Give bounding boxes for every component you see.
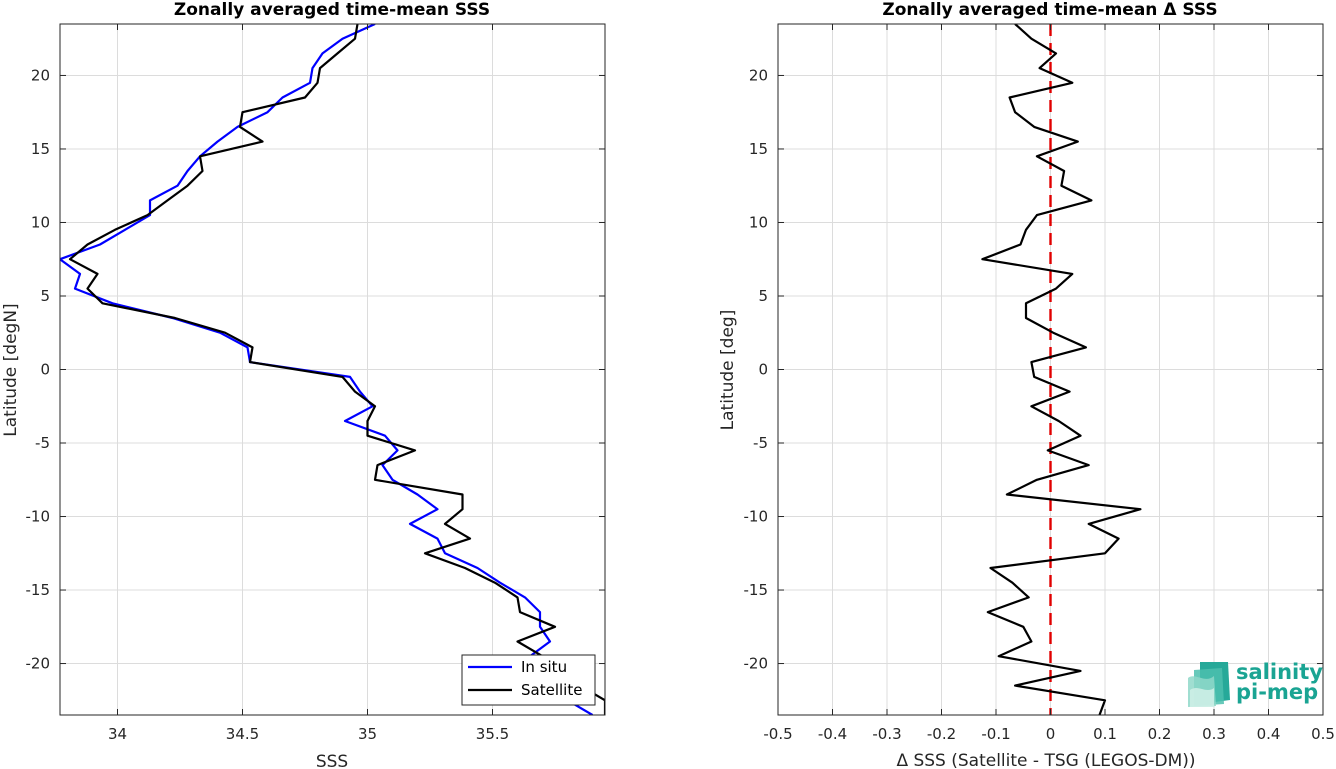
sss-y-tick-label: -20 xyxy=(26,655,51,673)
sss-y-tick-label: 5 xyxy=(40,287,50,305)
sss-y-tick-label: -15 xyxy=(26,581,51,599)
delta-sss-y-tick-label: -5 xyxy=(753,434,768,452)
delta-sss-y-tick-label: -20 xyxy=(744,655,769,673)
sss-chart-y-axis-label: Latitude [degN] xyxy=(1,303,21,436)
sss-chart-lines xyxy=(60,24,605,715)
delta-sss-chart-y-axis-label: Latitude [deg] xyxy=(718,310,738,431)
delta-sss-x-tick-label: 0.1 xyxy=(1093,725,1117,743)
delta-sss-chart-y-ticks: -20 -15 -10 -5 0 5 10 15 20 xyxy=(744,66,1323,673)
salinity-pi-mep-logo: salinity pi-mep xyxy=(1188,660,1323,707)
delta-sss-x-tick-label: 0.4 xyxy=(1257,725,1281,743)
sss-chart-grid xyxy=(60,24,605,715)
delta-sss-series-line-delta xyxy=(981,24,1142,715)
sss-x-tick-label: 34 xyxy=(108,725,127,743)
sss-chart-panel: 34 34.5 35 35.5 -20 -15 -10 -5 0 5 10 15 20 Zonally… xyxy=(1,0,606,769)
legend-in-situ-label: In situ xyxy=(521,658,567,676)
delta-sss-x-tick-label: -0.1 xyxy=(981,725,1010,743)
sss-series-line-satellite xyxy=(68,24,605,715)
legend-box xyxy=(461,654,596,706)
delta-sss-x-tick-label: -0.2 xyxy=(927,725,956,743)
delta-sss-chart-title: Zonally averaged time-mean Δ SSS xyxy=(882,0,1217,20)
sss-y-tick-label: 10 xyxy=(31,213,50,231)
delta-sss-x-tick-label: 0.5 xyxy=(1311,725,1335,743)
delta-sss-y-tick-label: 15 xyxy=(749,140,768,158)
delta-sss-x-tick-label: -0.4 xyxy=(818,725,847,743)
sss-chart-x-axis-label: SSS xyxy=(316,752,348,769)
delta-sss-x-tick-label: -0.3 xyxy=(872,725,901,743)
delta-sss-x-tick-label: 0.2 xyxy=(1148,725,1172,743)
sss-x-tick-label: 34.5 xyxy=(226,725,259,743)
delta-sss-y-tick-label: 0 xyxy=(758,361,768,379)
logo-text-salinity: salinity xyxy=(1236,660,1323,684)
sss-x-tick-label: 35 xyxy=(358,725,377,743)
delta-sss-chart-lines xyxy=(981,24,1142,715)
sss-y-tick-label: 15 xyxy=(31,140,50,158)
sss-y-tick-label: 0 xyxy=(40,361,50,379)
sss-x-tick-label: 35.5 xyxy=(476,725,509,743)
delta-sss-y-tick-label: 20 xyxy=(749,66,768,84)
sss-y-tick-label: 20 xyxy=(31,66,50,84)
sss-chart-title: Zonally averaged time-mean SSS xyxy=(174,0,490,20)
sss-chart-y-ticks: -20 -15 -10 -5 0 5 10 15 20 xyxy=(26,66,605,673)
sss-chart-x-ticks: 34 34.5 35 35.5 xyxy=(108,24,509,743)
delta-sss-y-tick-label: 5 xyxy=(758,287,768,305)
logo-wave-icon xyxy=(1188,662,1230,707)
sss-chart-legend: In situ Satellite xyxy=(461,654,596,706)
delta-sss-x-tick-label: 0.3 xyxy=(1202,725,1226,743)
delta-sss-y-tick-label: -15 xyxy=(744,581,769,599)
legend-satellite-label: Satellite xyxy=(521,681,582,699)
delta-sss-chart-x-axis-label: Δ SSS (Satellite - TSG (LEGOS-DM)) xyxy=(896,751,1195,769)
delta-sss-y-tick-label: -10 xyxy=(744,508,769,526)
delta-sss-chart-panel: -0.5 -0.4 -0.3 -0.2 -0.1 0 0.1 0.2 0.3 0.4 0.5 -20… xyxy=(718,0,1335,769)
delta-sss-y-tick-label: 10 xyxy=(749,213,768,231)
sss-y-tick-label: -5 xyxy=(35,434,50,452)
logo-text-pi-mep: pi-mep xyxy=(1236,680,1318,704)
sss-y-tick-label: -10 xyxy=(26,508,51,526)
delta-sss-x-tick-label: -0.5 xyxy=(763,725,792,743)
delta-sss-chart-x-ticks: -0.5 -0.4 -0.3 -0.2 -0.1 0 0.1 0.2 0.3 0.4 0.5 xyxy=(763,24,1335,743)
delta-sss-x-tick-label: 0 xyxy=(1046,725,1056,743)
